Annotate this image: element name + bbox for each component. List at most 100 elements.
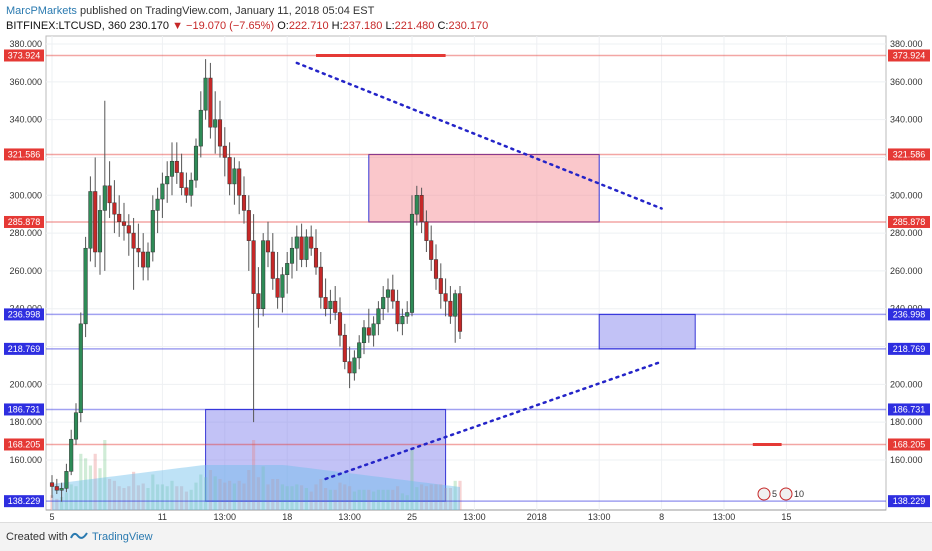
event-badge-count: 5 bbox=[772, 489, 777, 499]
price-level-label-left: 138.229 bbox=[8, 496, 41, 506]
candle-body bbox=[136, 247, 141, 253]
volume-bar bbox=[415, 487, 419, 510]
price-level-label-left: 186.731 bbox=[8, 404, 41, 414]
event-badge-count: 10 bbox=[794, 489, 804, 499]
x-tick-label: 13:00 bbox=[338, 512, 361, 522]
low-value: 221.480 bbox=[394, 20, 435, 32]
price-level-tag-left bbox=[4, 215, 44, 228]
candle-body bbox=[424, 221, 429, 241]
volume-bar bbox=[252, 440, 256, 510]
volume-bar bbox=[343, 484, 347, 510]
candle-body bbox=[107, 185, 112, 204]
volume-bar bbox=[218, 479, 222, 510]
volume-bar bbox=[338, 482, 342, 510]
candle-body bbox=[174, 160, 179, 173]
price-level-label-left: 285.878 bbox=[8, 217, 41, 227]
tradingview-brand-link[interactable]: TradingView bbox=[92, 531, 153, 543]
volume-bar bbox=[180, 486, 184, 510]
candle-body bbox=[448, 300, 453, 317]
candle-body bbox=[193, 145, 199, 181]
volume-bar bbox=[453, 480, 457, 510]
volume-bar bbox=[256, 477, 260, 510]
candle-body bbox=[198, 109, 203, 147]
volume-bar bbox=[232, 483, 236, 510]
volume-bar bbox=[108, 479, 112, 510]
volume-bar bbox=[444, 488, 448, 510]
candle-body bbox=[117, 213, 122, 222]
volume-bar bbox=[204, 477, 208, 510]
candle-body bbox=[429, 240, 434, 260]
candle-body bbox=[438, 278, 443, 294]
candle-body bbox=[69, 438, 74, 472]
candle-body bbox=[385, 289, 391, 298]
price-level-label-left: 321.586 bbox=[8, 149, 41, 159]
candle-body bbox=[323, 297, 328, 309]
volume-bar bbox=[376, 489, 380, 510]
volume-bar bbox=[242, 483, 246, 510]
candle-body bbox=[328, 300, 333, 309]
volume-bar bbox=[333, 489, 337, 510]
x-tick-label: 13:00 bbox=[463, 512, 486, 522]
volume-bar bbox=[79, 453, 83, 510]
candle-body bbox=[222, 145, 227, 158]
candle-body bbox=[131, 232, 136, 249]
volume-bar bbox=[352, 491, 356, 510]
volume-bar bbox=[69, 484, 73, 510]
candle-body bbox=[64, 471, 69, 489]
y-tick-label-left: 300.000 bbox=[9, 190, 42, 200]
volume-bar bbox=[184, 491, 188, 510]
volume-bar bbox=[141, 483, 145, 510]
y-tick-label-left: 160.000 bbox=[9, 455, 42, 465]
volume-bar bbox=[381, 489, 385, 510]
candle-body bbox=[126, 225, 131, 234]
candle-body bbox=[217, 119, 223, 147]
candle-body bbox=[213, 119, 218, 128]
candle-body bbox=[160, 183, 165, 200]
supply-zone bbox=[368, 153, 600, 223]
open-value: 222.710 bbox=[288, 20, 329, 32]
volume-bar bbox=[122, 488, 126, 510]
price-level-label-right: 138.229 bbox=[893, 496, 926, 506]
high-label: H: bbox=[331, 20, 343, 32]
volume-bar bbox=[55, 498, 59, 510]
price-level-label-right: 218.769 bbox=[893, 344, 926, 354]
candle-body bbox=[366, 327, 371, 336]
candle-body bbox=[453, 293, 458, 317]
volume-bar bbox=[88, 465, 92, 510]
symbol-label[interactable]: BITFINEX:LTCUSD, 360 bbox=[6, 20, 127, 32]
candle-body bbox=[289, 247, 295, 264]
candle-body bbox=[165, 176, 170, 185]
volume-bar bbox=[396, 486, 400, 510]
last-price: 230.170 bbox=[129, 20, 170, 32]
x-tick-label: 15 bbox=[781, 512, 791, 522]
event-badge-icon bbox=[779, 487, 793, 501]
footer-bar: Created with TradingView bbox=[0, 522, 932, 551]
candle-body bbox=[179, 172, 184, 188]
candle-body bbox=[112, 202, 117, 215]
price-level-label-right: 373.924 bbox=[893, 50, 926, 60]
price-level-tag-right bbox=[888, 49, 930, 62]
volume-bar bbox=[424, 486, 428, 510]
author-link[interactable]: MarcPMarkets bbox=[6, 5, 77, 17]
volume-bar bbox=[156, 484, 160, 510]
price-chart[interactable]: 160.000 160.000 180.000 180.000 200.000 200.0… bbox=[0, 0, 932, 522]
candle-body bbox=[102, 185, 107, 211]
candle-body bbox=[145, 251, 151, 268]
price-level-label-right: 168.205 bbox=[893, 439, 926, 449]
candle-body bbox=[208, 77, 213, 128]
x-tick-label: 18 bbox=[282, 512, 292, 522]
candle-body bbox=[299, 236, 304, 260]
volume-bar bbox=[266, 484, 270, 510]
volume-bar bbox=[84, 458, 88, 510]
candle-body bbox=[97, 210, 103, 253]
price-change: ▼ −19.070 (−7.65%) bbox=[172, 20, 275, 32]
y-tick-label-right: 160.000 bbox=[890, 455, 923, 465]
price-level-tag-left bbox=[4, 403, 44, 416]
price-level-tag-left bbox=[4, 495, 44, 508]
volume-bar bbox=[175, 486, 179, 510]
candle-body bbox=[256, 293, 261, 309]
volume-bar bbox=[93, 453, 97, 510]
candle-body bbox=[333, 300, 338, 313]
price-level-tag-left bbox=[4, 308, 44, 321]
candle-body bbox=[54, 486, 59, 491]
